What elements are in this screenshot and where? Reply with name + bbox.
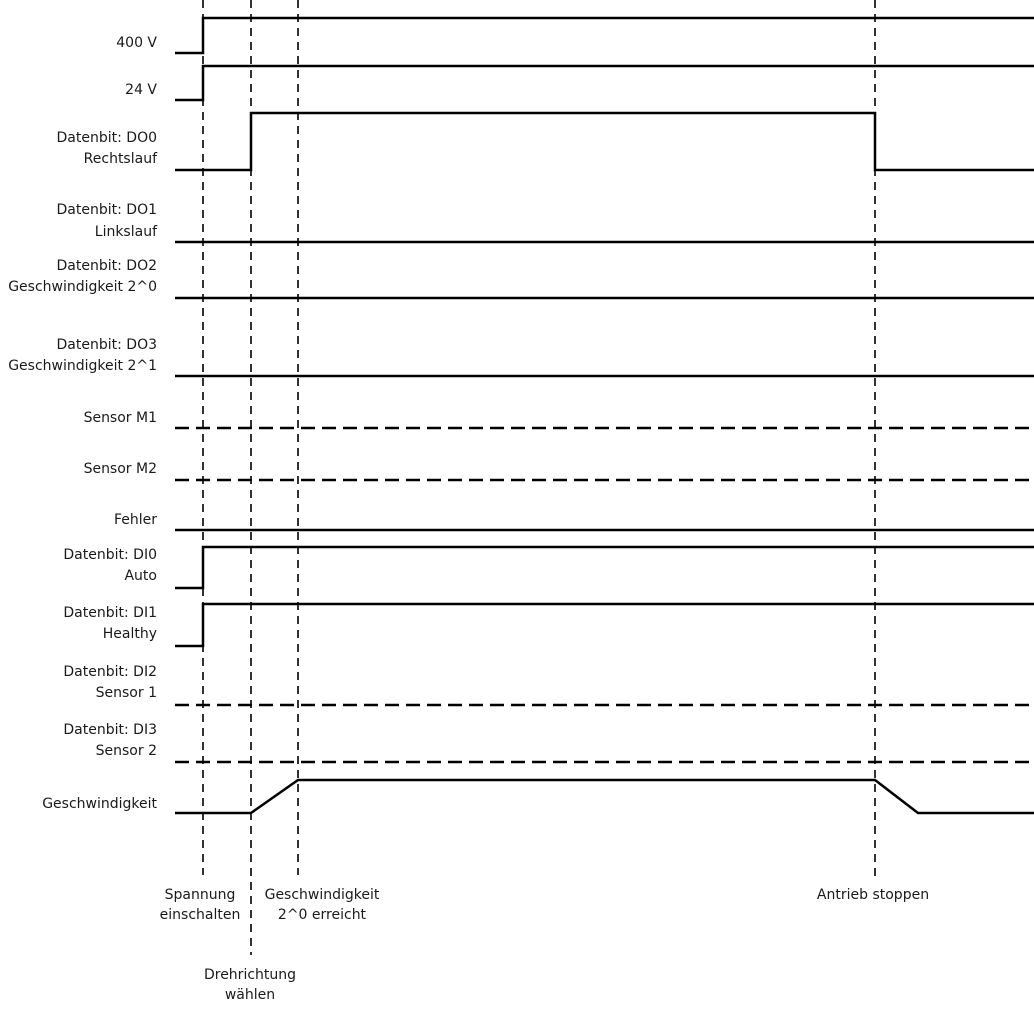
event-marker-e3: Geschwindigkeit 2^0 erreicht — [265, 0, 380, 923]
signal-label: Datenbit: DI2 — [63, 664, 157, 680]
signal-label: 400 V — [116, 35, 157, 51]
event-label: Drehrichtung — [204, 967, 296, 983]
signal-label: 24 V — [125, 82, 157, 98]
signal-waveform — [175, 111, 1034, 172]
event-label: Spannung — [165, 887, 236, 903]
signal-7: Sensor M2 — [84, 461, 1034, 482]
signal-3: Datenbit: DO1 Linkslauf — [57, 202, 1034, 244]
signal-label: Datenbit: DO1 — [57, 202, 157, 218]
signal-label: Sensor M2 — [84, 461, 157, 477]
signal-label: Datenbit: DI1 — [63, 605, 157, 621]
signal-9: Datenbit: DI0 Auto — [63, 545, 1034, 590]
signal-8: Fehler — [114, 512, 1034, 532]
signal-waveform — [175, 602, 1034, 648]
signal-label: Sensor 2 — [96, 743, 157, 759]
signal-5: Datenbit: DO3 Geschwindigkeit 2^1 — [8, 337, 1034, 378]
signal-0: 400 V — [116, 16, 1034, 55]
signal-label: Healthy — [103, 626, 157, 642]
signal-waveform — [175, 64, 1034, 102]
signal-4: Datenbit: DO2 Geschwindigkeit 2^0 — [8, 258, 1034, 300]
signal-label: Datenbit: DO2 — [57, 258, 157, 274]
signal-label: Rechtslauf — [84, 151, 158, 167]
signal-1: 24 V — [125, 64, 1034, 102]
signal-waveform — [175, 545, 1034, 590]
event-marker-e1: Spannung einschalten — [160, 0, 241, 923]
signal-label: Sensor 1 — [96, 685, 157, 701]
signal-label: Geschwindigkeit 2^0 — [8, 279, 157, 295]
signal-label: Sensor M1 — [84, 410, 157, 426]
signal-label: Datenbit: DO3 — [57, 337, 157, 353]
signal-label: Geschwindigkeit 2^1 — [8, 358, 157, 374]
signal-11: Datenbit: DI2 Sensor 1 — [63, 664, 1034, 707]
signal-13: Geschwindigkeit — [42, 778, 1034, 815]
signal-label: Geschwindigkeit — [42, 796, 157, 812]
signal-6: Sensor M1 — [84, 410, 1034, 430]
event-label: Antrieb stoppen — [817, 887, 929, 903]
signal-label: Auto — [124, 568, 157, 584]
signal-label: Fehler — [114, 512, 157, 528]
event-label: 2^0 erreicht — [278, 907, 367, 923]
event-marker-e4: Antrieb stoppen — [817, 0, 929, 903]
signal-label: Datenbit: DO0 — [57, 130, 157, 146]
signal-label: Datenbit: DI0 — [63, 547, 157, 563]
signal-waveform — [175, 16, 1034, 55]
signal-label: Datenbit: DI3 — [63, 722, 157, 738]
event-label: wählen — [225, 987, 275, 1003]
signal-10: Datenbit: DI1 Healthy — [63, 602, 1034, 648]
signal-waveform — [175, 778, 1034, 815]
event-label: Geschwindigkeit — [265, 887, 380, 903]
signal-label: Linkslauf — [95, 224, 158, 240]
event-label: einschalten — [160, 907, 241, 923]
signal-2: Datenbit: DO0 Rechtslauf — [57, 111, 1034, 172]
signal-12: Datenbit: DI3 Sensor 2 — [63, 722, 1034, 764]
